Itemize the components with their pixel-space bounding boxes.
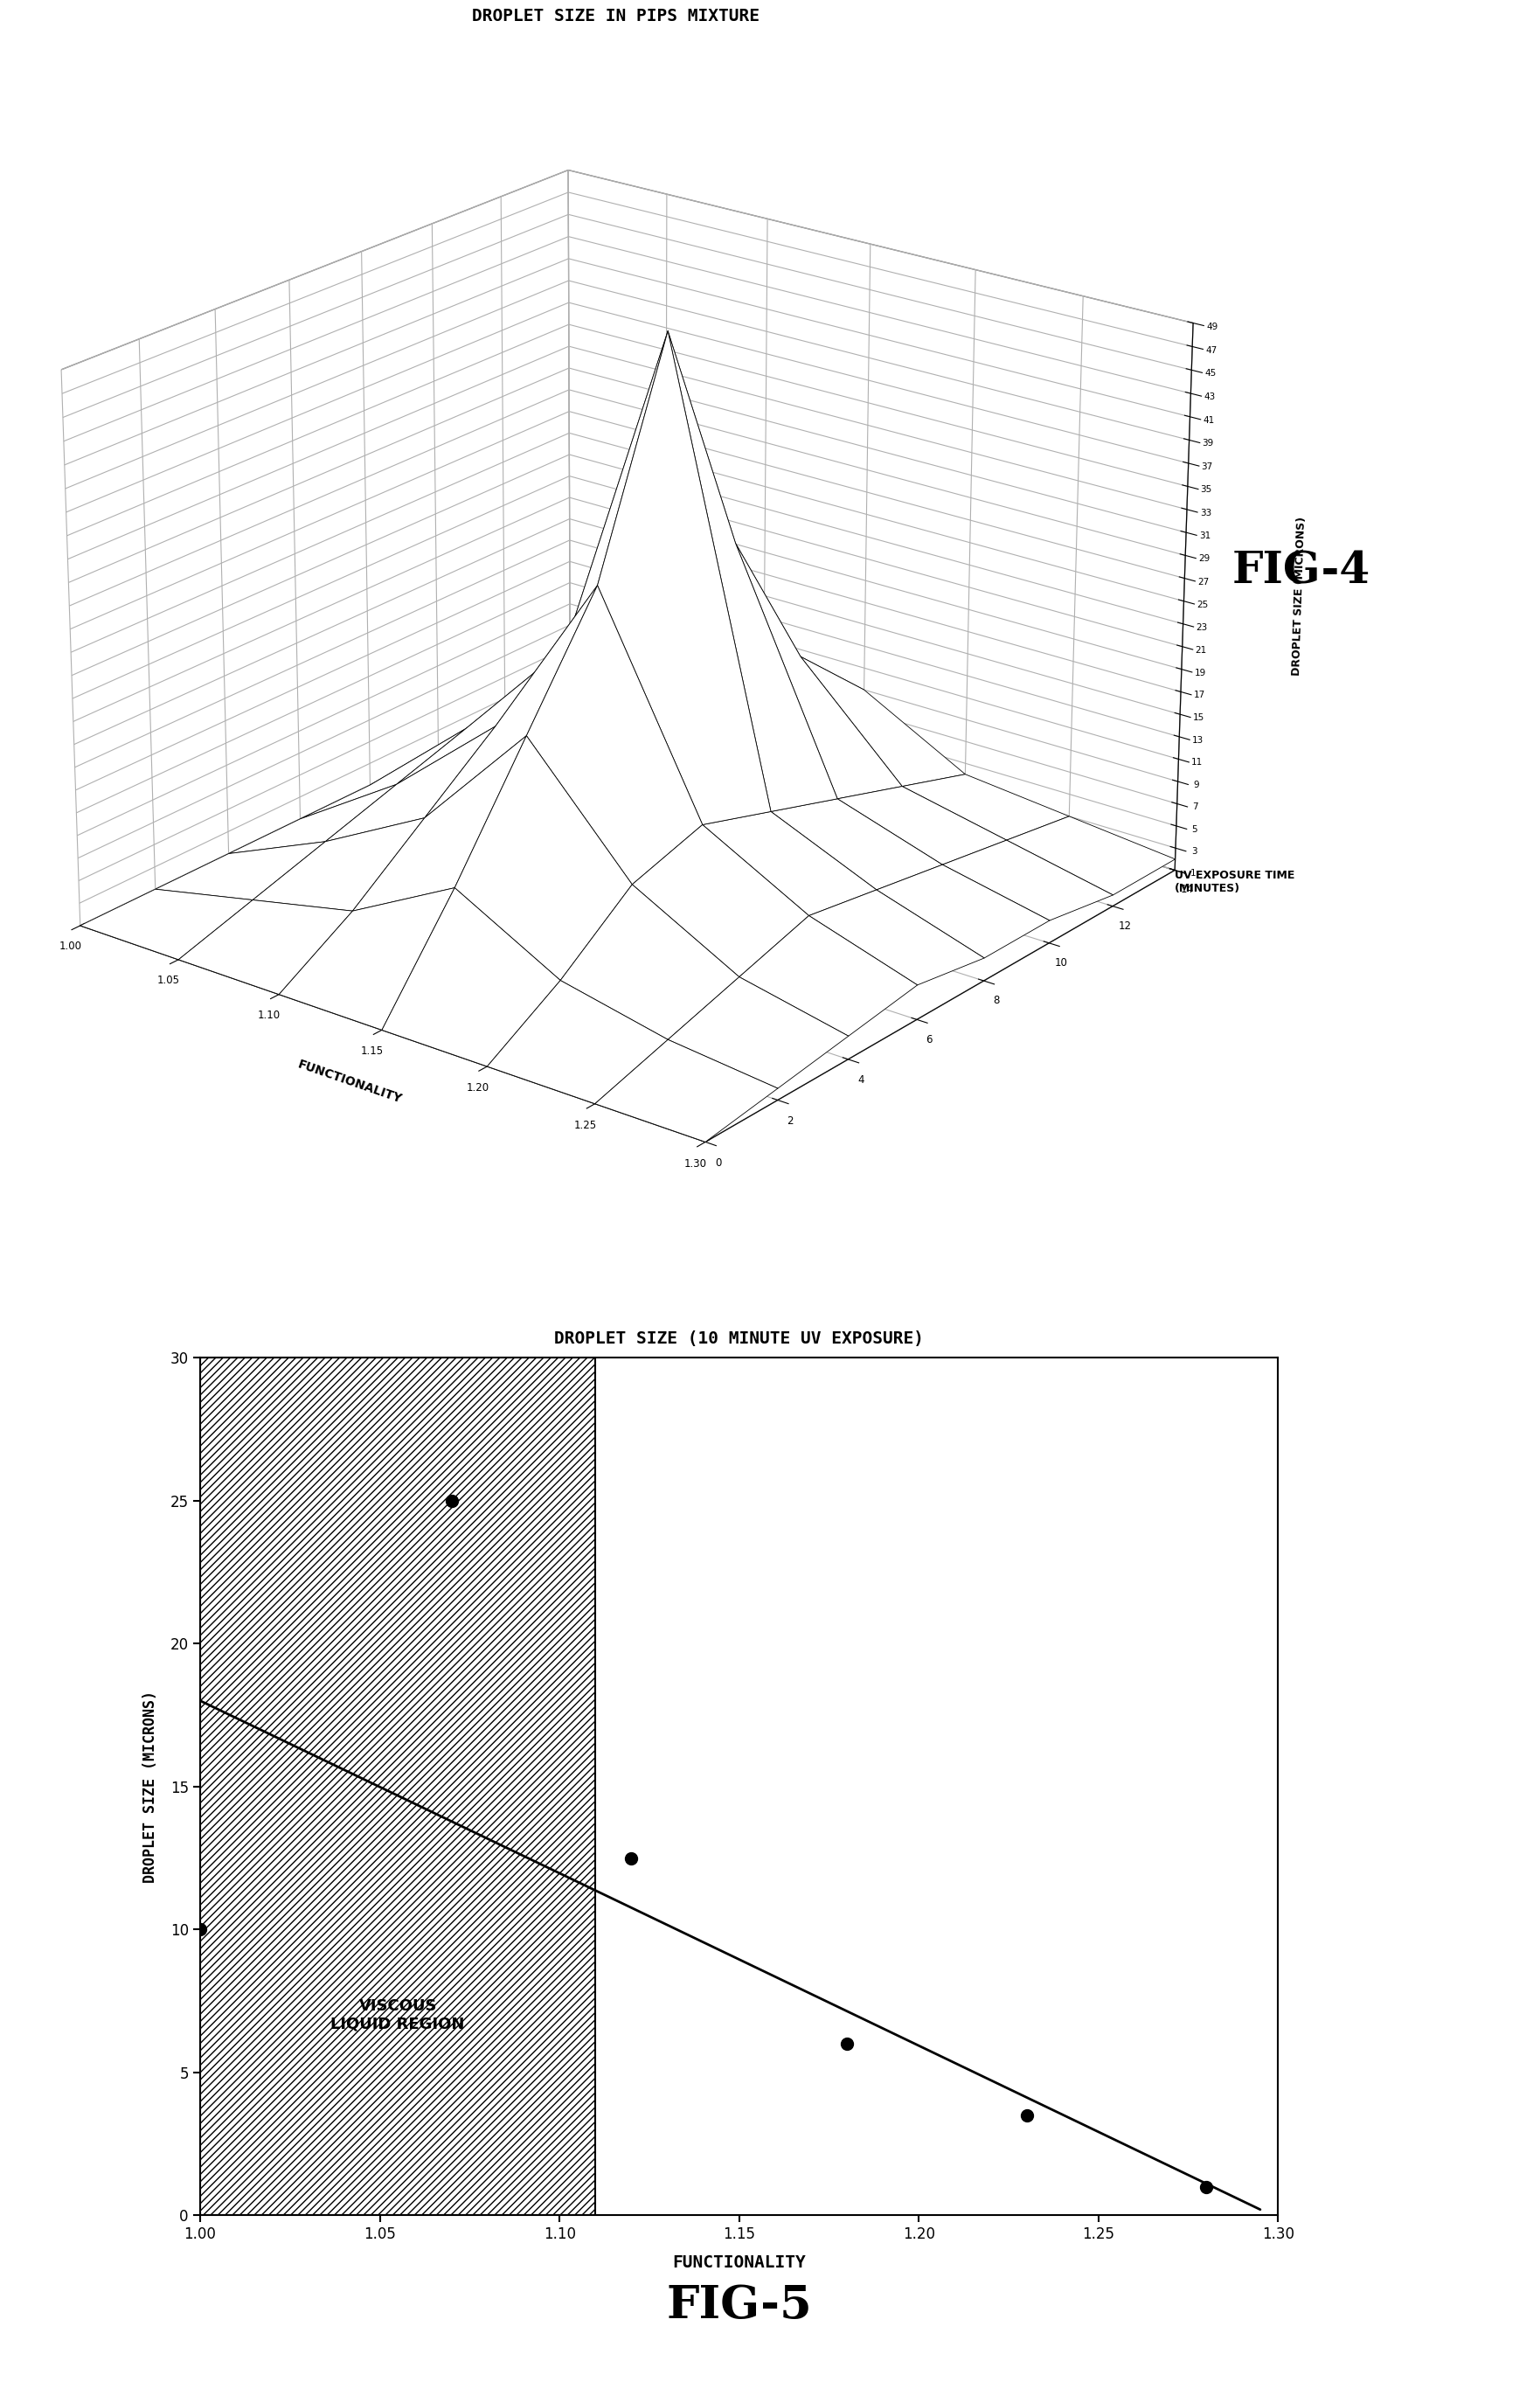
Point bbox=[1194, 2168, 1218, 2206]
Point bbox=[835, 2025, 859, 2063]
Point bbox=[188, 1910, 213, 1948]
Text: FIG-4: FIG-4 bbox=[1232, 550, 1371, 593]
X-axis label: FUNCTIONALITY: FUNCTIONALITY bbox=[296, 1058, 403, 1105]
Point bbox=[1015, 2096, 1040, 2134]
Title: DROPLET SIZE (10 MINUTE UV EXPOSURE): DROPLET SIZE (10 MINUTE UV EXPOSURE) bbox=[554, 1329, 924, 1346]
Bar bbox=[200, 1358, 596, 2215]
Y-axis label: DROPLET SIZE (MICRONS): DROPLET SIZE (MICRONS) bbox=[142, 1691, 159, 1882]
Text: VISCOUS
LIQUID REGION: VISCOUS LIQUID REGION bbox=[331, 1998, 465, 2032]
X-axis label: FUNCTIONALITY: FUNCTIONALITY bbox=[673, 2256, 805, 2272]
Point bbox=[439, 1482, 464, 1520]
Title: DROPLET SIZE IN PIPS MIXTURE: DROPLET SIZE IN PIPS MIXTURE bbox=[473, 7, 759, 24]
Text: FIG-5: FIG-5 bbox=[667, 2284, 812, 2327]
Point bbox=[619, 1839, 644, 1877]
